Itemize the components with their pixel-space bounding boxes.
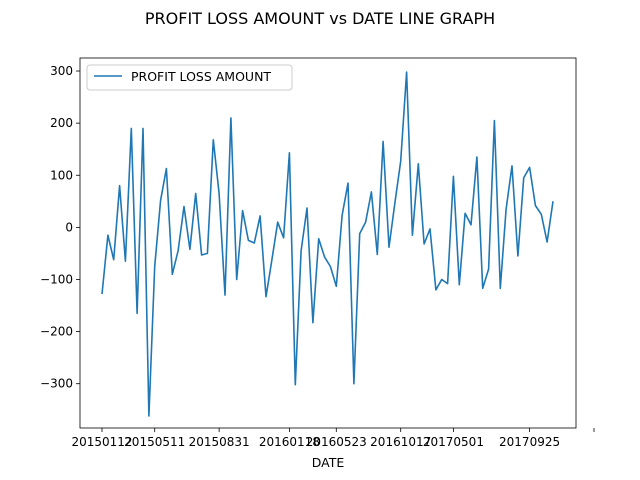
y-axis: −300 −200 −100 0 100 200 300 <box>40 64 80 391</box>
series-line-profit-loss-amount <box>101 71 554 417</box>
series-layer <box>101 71 554 417</box>
y-tick-label: −200 <box>40 325 73 339</box>
y-tick-label: −300 <box>40 377 73 391</box>
y-tick-label: −100 <box>40 272 73 286</box>
chart-title: PROFIT LOSS AMOUNT vs DATE LINE GRAPH <box>145 9 495 28</box>
x-tick-label: 20170925 <box>499 435 560 449</box>
y-tick-label: 0 <box>65 220 73 234</box>
x-tick-label: 20160118 <box>259 435 320 449</box>
legend: PROFIT LOSS AMOUNT <box>86 64 293 91</box>
x-tick-label: 20150112 <box>71 435 132 449</box>
legend-label: PROFIT LOSS AMOUNT <box>131 69 271 84</box>
plot-area <box>79 57 577 429</box>
y-tick-label: 300 <box>50 64 73 78</box>
y-tick-label: 200 <box>50 116 73 130</box>
x-tick-label: 20150511 <box>124 435 185 449</box>
x-tick-label: 20150831 <box>189 435 250 449</box>
y-tick-label: 100 <box>50 168 73 182</box>
x-tick-label: 20161017 <box>370 435 431 449</box>
x-axis-label: DATE <box>312 455 345 470</box>
legend-box <box>86 64 293 91</box>
x-tick-label: 20160523 <box>306 435 367 449</box>
x-tick-label: 20170501 <box>423 435 484 449</box>
